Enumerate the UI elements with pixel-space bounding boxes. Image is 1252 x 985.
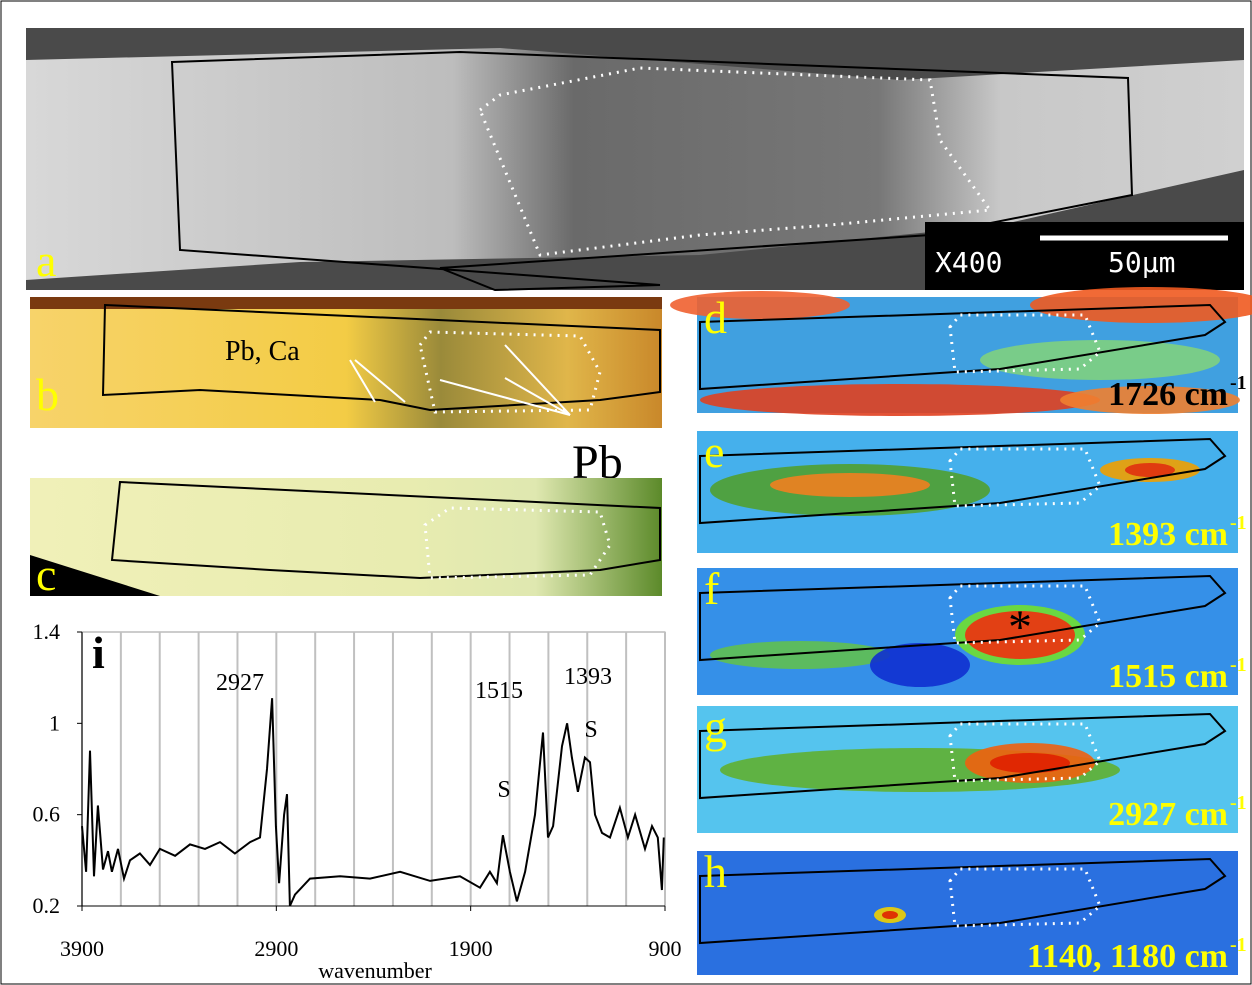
marker: * bbox=[1008, 601, 1032, 654]
outline bbox=[170, 50, 1134, 292]
panel-label: b bbox=[36, 369, 59, 420]
map-region bbox=[990, 753, 1070, 773]
annotation: S bbox=[584, 717, 597, 743]
band-superscript: -1 bbox=[1230, 934, 1247, 956]
panel-label: f bbox=[704, 563, 720, 614]
map-region bbox=[1030, 287, 1252, 323]
x-tick-label: 900 bbox=[649, 936, 682, 961]
band-label: 2927 cm bbox=[1108, 796, 1228, 833]
band-superscript: -1 bbox=[1230, 372, 1247, 394]
band-label: 1515 cm bbox=[1108, 658, 1228, 695]
y-tick-label: 0.6 bbox=[33, 802, 61, 827]
outline bbox=[699, 857, 1227, 945]
panel-label: c bbox=[36, 549, 56, 600]
outline bbox=[110, 480, 661, 580]
band-superscript: -1 bbox=[1230, 792, 1247, 814]
map-region bbox=[700, 384, 1100, 416]
panel-label: h bbox=[704, 846, 727, 897]
map-region bbox=[770, 473, 930, 497]
map-region bbox=[1125, 463, 1175, 477]
image-edge bbox=[30, 297, 662, 309]
dotted-outline bbox=[478, 66, 993, 257]
plot-area bbox=[81, 631, 666, 907]
annotation: S bbox=[497, 777, 510, 803]
outline bbox=[699, 712, 1227, 800]
outline bbox=[699, 574, 1227, 662]
scale-label: 50µm bbox=[1108, 246, 1175, 279]
band-superscript: -1 bbox=[1230, 654, 1247, 676]
magnification: X400 bbox=[935, 246, 1002, 279]
panel-label: a bbox=[36, 235, 56, 286]
band-label: 1726 cm bbox=[1108, 376, 1228, 413]
y-tick-label: 1 bbox=[49, 710, 60, 735]
annotation: 2927 bbox=[216, 670, 264, 696]
map-region bbox=[710, 641, 890, 669]
y-tick-label: 1.4 bbox=[33, 619, 61, 644]
map-region bbox=[870, 643, 970, 687]
x-tick-label: 1900 bbox=[449, 936, 493, 961]
outline bbox=[699, 303, 1227, 391]
optical-image bbox=[30, 478, 662, 596]
ftir-map bbox=[697, 851, 1238, 975]
band-label: 1393 cm bbox=[1108, 516, 1228, 553]
outline bbox=[699, 437, 1227, 525]
map-region bbox=[1060, 386, 1240, 414]
band-label: 1140, 1180 cm bbox=[1027, 938, 1228, 975]
map-region bbox=[882, 911, 898, 919]
x-tick-label: 2900 bbox=[254, 936, 298, 961]
y-tick-label: 0.2 bbox=[33, 893, 61, 918]
panel-label: d bbox=[704, 292, 727, 343]
map-region bbox=[965, 611, 1075, 659]
optical-image bbox=[30, 297, 662, 428]
annotation: 1393 bbox=[564, 664, 612, 690]
dotted-outline bbox=[418, 330, 602, 414]
outline bbox=[101, 303, 661, 412]
scale-box bbox=[925, 222, 1244, 290]
x-axis-label: wavenumber bbox=[318, 958, 432, 983]
annotation: 1515 bbox=[475, 678, 523, 704]
map-region bbox=[670, 291, 850, 319]
arrows bbox=[349, 344, 571, 416]
x-tick-label: 3900 bbox=[60, 936, 104, 961]
panel-label: i bbox=[92, 627, 105, 678]
map-region bbox=[980, 340, 1220, 380]
panel-label: g bbox=[704, 701, 727, 752]
spectrum bbox=[81, 698, 665, 907]
panel-label: e bbox=[704, 426, 724, 477]
annotation: Pb, Ca bbox=[225, 336, 300, 367]
image-corner bbox=[30, 555, 160, 596]
band-superscript: -1 bbox=[1230, 512, 1247, 534]
